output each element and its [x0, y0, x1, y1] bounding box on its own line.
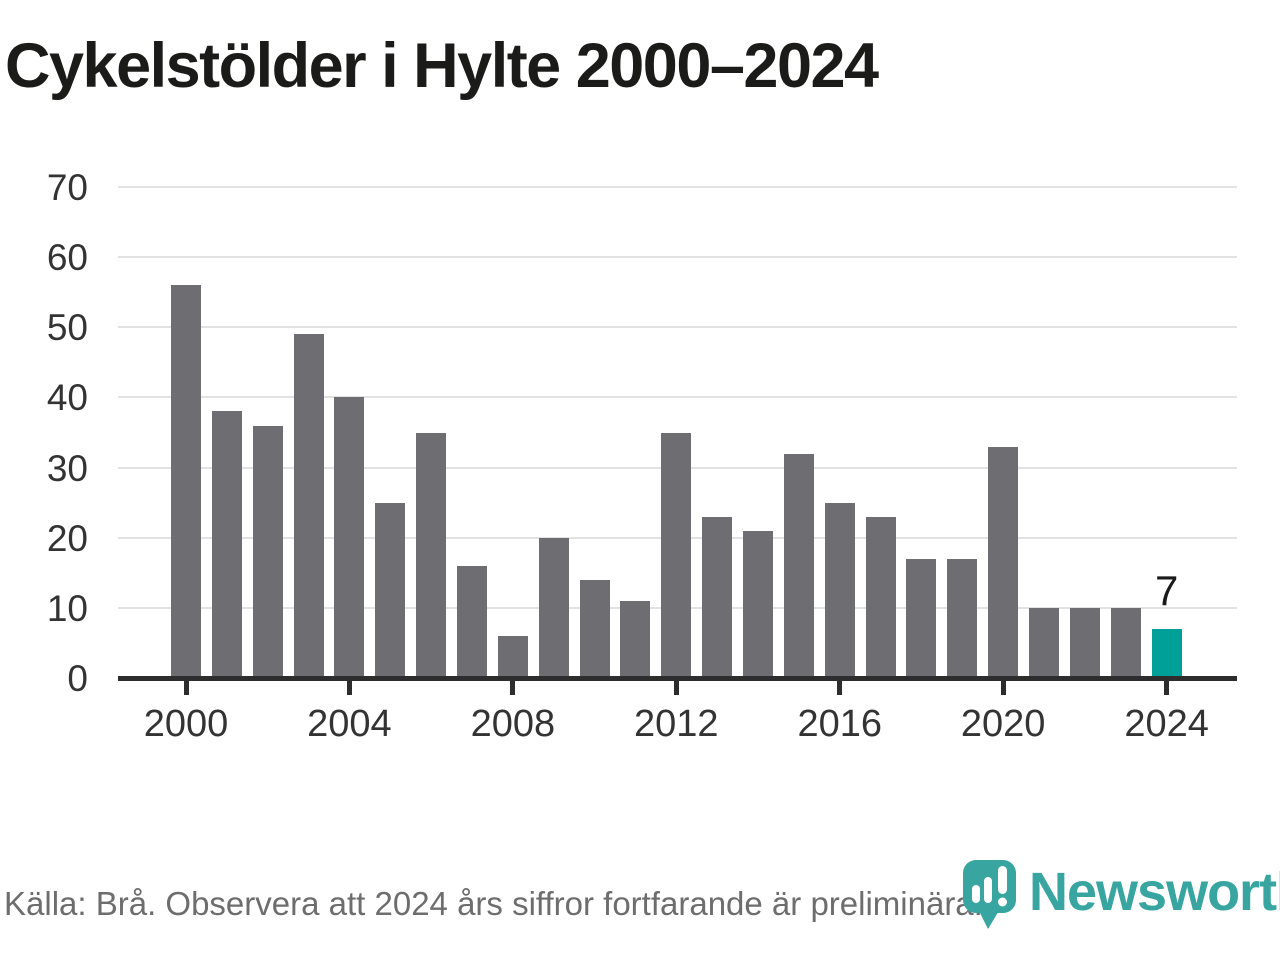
- bar-2002: [252, 425, 283, 678]
- x-axis-tick: [183, 681, 189, 695]
- chart-title: Cykelstölder i Hylte 2000–2024: [5, 31, 879, 101]
- bar-2015: [783, 453, 814, 678]
- bar-2011: [620, 600, 651, 678]
- bar-2000: [171, 285, 201, 678]
- gridline: [118, 256, 1237, 259]
- plot-area: 0 10 20 30 40 50 60 70 2000 2004 2008 2012 2016 2020…: [47, 169, 1237, 745]
- x-axis-tick: [346, 681, 352, 695]
- x-axis-tick: [837, 681, 843, 695]
- bar-2006: [416, 432, 447, 678]
- bar-2022: [1069, 607, 1100, 678]
- y-axis-label: 40: [46, 377, 88, 419]
- y-axis-label: 10: [46, 587, 88, 629]
- y-axis-label: 70: [46, 167, 88, 208]
- x-axis-tick: [510, 681, 516, 695]
- x-axis-label: 2000: [143, 703, 229, 745]
- x-axis-label: 2004: [307, 703, 392, 745]
- x-axis-line: [118, 676, 1237, 681]
- bar-2012: [661, 432, 692, 678]
- x-axis-tick: [1000, 681, 1006, 695]
- bar-value-label: 7: [1154, 566, 1179, 614]
- bar-2021: [1029, 607, 1060, 678]
- bar-2019: [947, 558, 978, 678]
- bar-2016: [824, 502, 855, 678]
- source-note: Källa: Brå. Observera att 2024 års siffr…: [4, 885, 983, 922]
- x-axis-label: 2008: [470, 703, 556, 745]
- bar-2023: [1110, 607, 1141, 678]
- gridline: [118, 186, 1237, 188]
- x-axis-label: 2016: [797, 703, 883, 745]
- bar-2010: [579, 579, 610, 678]
- bar-2009: [538, 537, 569, 678]
- y-axis-label: 0: [67, 658, 88, 699]
- bar-2024: [1151, 628, 1182, 678]
- bar-2020: [988, 446, 1019, 678]
- bar-2018: [906, 558, 937, 678]
- y-axis-label: 50: [46, 307, 88, 349]
- bar-2007: [457, 565, 488, 678]
- bar-2005: [375, 502, 406, 678]
- bar-2004: [334, 397, 365, 678]
- newsworthy-logo-icon: [963, 860, 1016, 929]
- bar-2001: [211, 411, 242, 678]
- bar-2014: [743, 530, 774, 678]
- gridline: [118, 396, 1237, 399]
- bar-2008: [497, 635, 528, 678]
- bar-2003: [293, 334, 324, 678]
- y-axis-label: 30: [46, 447, 88, 489]
- gridline: [118, 326, 1237, 329]
- bar-2017: [865, 516, 896, 678]
- y-axis-label: 20: [46, 517, 88, 559]
- x-axis-label: 2024: [1124, 703, 1209, 745]
- newsworthy-logo-text: Newsworthy: [1029, 862, 1280, 922]
- x-axis-tick: [1164, 681, 1170, 695]
- bar-2013: [702, 516, 733, 678]
- x-axis-label: 2012: [634, 703, 719, 745]
- newsworthy-logo: Newsworthy: [963, 860, 1280, 930]
- y-axis-label: 60: [46, 237, 88, 279]
- x-axis-label: 2020: [960, 703, 1046, 745]
- x-axis-tick: [673, 681, 679, 695]
